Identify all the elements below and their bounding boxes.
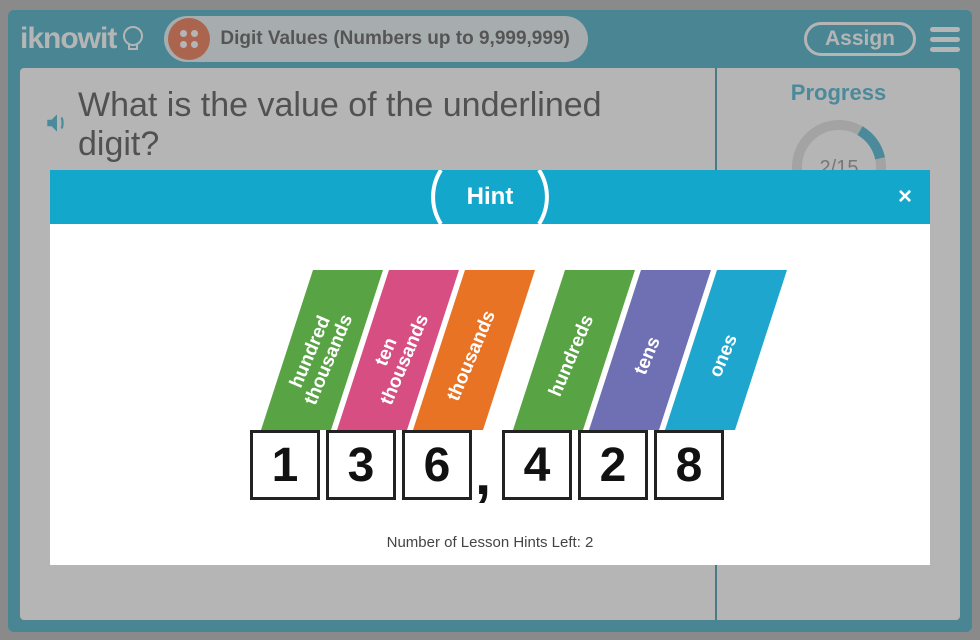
hint-modal-body: hundredthousands1tenthousands3thousands6… — [50, 224, 930, 565]
comma-separator: , — [475, 441, 491, 508]
hint-modal-title: Hint — [455, 183, 526, 211]
place-value-column: hundreds4 — [502, 430, 572, 500]
place-value-column: hundredthousands1 — [250, 430, 320, 500]
place-value-digit: 2 — [578, 430, 648, 500]
place-value-column: thousands6 — [402, 430, 472, 500]
place-value-column: tens2 — [578, 430, 648, 500]
hints-left-label: Number of Lesson Hints Left: 2 — [387, 534, 594, 551]
place-value-column: ones8 — [654, 430, 724, 500]
hint-modal-header: Hint × — [50, 170, 930, 224]
place-value-column: tenthousands3 — [326, 430, 396, 500]
hint-modal: Hint × hundredthousands1tenthousands3tho… — [50, 170, 930, 565]
place-value-diagram: hundredthousands1tenthousands3thousands6… — [250, 260, 730, 500]
place-value-digit: 6 — [402, 430, 472, 500]
place-value-digit: 3 — [326, 430, 396, 500]
place-value-digit: 1 — [250, 430, 320, 500]
place-value-digit: 8 — [654, 430, 724, 500]
place-value-digit: 4 — [502, 430, 572, 500]
close-icon[interactable]: × — [898, 183, 912, 211]
